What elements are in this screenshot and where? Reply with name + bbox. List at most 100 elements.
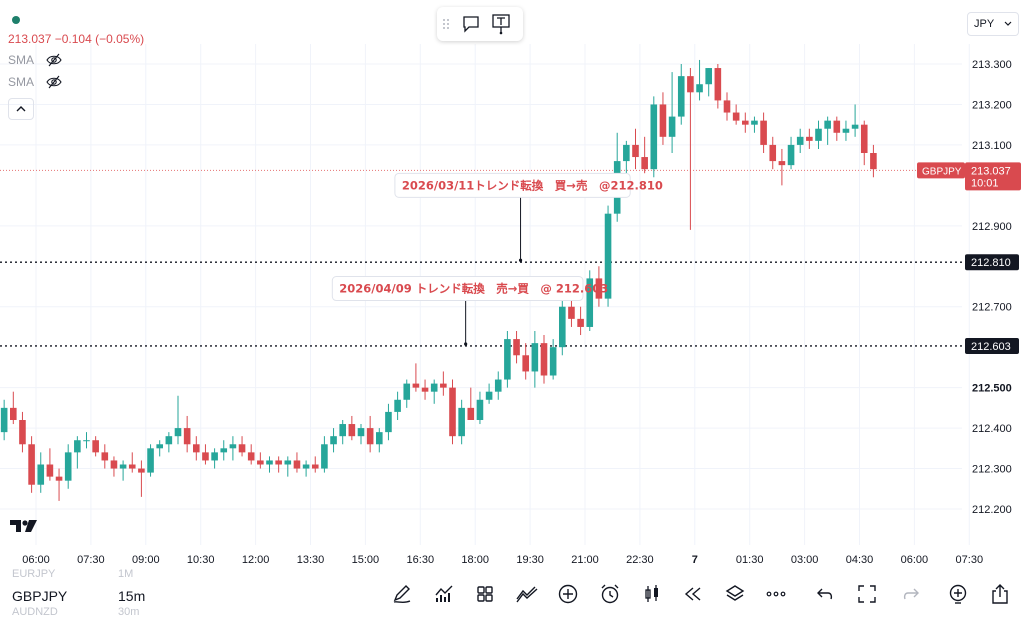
alert-button[interactable] — [596, 580, 624, 608]
x-tick-label: 10:30 — [187, 554, 215, 566]
candle-body — [220, 448, 228, 453]
x-tick-label: 09:00 — [132, 554, 160, 566]
collapse-legend-button[interactable] — [8, 98, 34, 120]
candle-body — [476, 399, 484, 420]
x-tick-label: 13:30 — [297, 554, 325, 566]
indicator-sma-1[interactable]: SMA — [8, 52, 144, 68]
candle-body — [650, 104, 658, 170]
templates-button[interactable] — [471, 580, 499, 608]
candle-body — [202, 452, 209, 461]
candle-body — [74, 440, 81, 453]
comment-icon[interactable] — [461, 14, 481, 34]
candle-body — [83, 440, 90, 442]
candle-body — [833, 120, 841, 133]
candle-body — [449, 387, 456, 437]
undo-icon — [817, 588, 833, 600]
interval-prev[interactable]: 1M — [118, 568, 134, 580]
candle-body — [119, 464, 127, 469]
eye-off-icon[interactable] — [46, 75, 62, 89]
tradingview-logo-icon[interactable] — [10, 518, 38, 534]
symbol-tag — [917, 162, 965, 179]
candle-body — [284, 460, 292, 465]
candle-body — [732, 112, 740, 121]
text-note-icon[interactable] — [491, 13, 511, 35]
undo-button[interactable] — [812, 580, 840, 608]
candle-body — [339, 424, 346, 437]
candle-body — [92, 440, 99, 453]
indicator-label: SMA — [8, 53, 35, 67]
indicators-button[interactable] — [430, 580, 458, 608]
candle-body — [330, 436, 337, 445]
candle-body — [37, 464, 45, 485]
interval-current[interactable]: 15m — [118, 588, 146, 604]
layers-button[interactable] — [721, 580, 749, 608]
add-alert-button[interactable] — [944, 580, 972, 608]
chart-legend: 213.037 −0.104 (−0.05%) SMA SMA — [8, 10, 144, 120]
share-button[interactable] — [986, 580, 1014, 608]
replay-button[interactable] — [679, 580, 707, 608]
candle-body — [677, 76, 685, 117]
x-tick-label: 7 — [692, 554, 698, 566]
drag-grip-icon[interactable] — [443, 19, 451, 29]
candle-body — [696, 84, 703, 93]
horizontal-line-label: 212.603 — [971, 341, 1011, 353]
symbol-next[interactable]: AUDNZD — [12, 606, 58, 618]
x-tick-label: 07:30 — [956, 554, 984, 566]
add-symbol-button[interactable] — [554, 580, 582, 608]
interval-next[interactable]: 30m — [118, 606, 140, 618]
fullscreen-button[interactable] — [853, 580, 881, 608]
candle-body — [421, 387, 429, 392]
candle-body — [28, 444, 35, 485]
symbol-prev[interactable]: EURJPY — [12, 568, 56, 580]
y-tick-label: 213.300 — [972, 59, 1012, 71]
candle-body — [412, 383, 420, 388]
candle-body — [623, 144, 630, 162]
candle-body — [394, 399, 401, 412]
candle-body — [705, 68, 712, 85]
candle-body — [147, 448, 154, 473]
candle-body — [860, 124, 868, 153]
chart-type-button[interactable] — [638, 580, 666, 608]
horizontal-line-tag — [965, 254, 1019, 271]
add-alert-icon — [949, 584, 967, 604]
candle-body — [302, 464, 310, 469]
candle-body — [851, 124, 859, 129]
candle-body — [769, 144, 777, 162]
horizontal-line-label: 212.810 — [971, 257, 1011, 269]
candle-body — [348, 424, 356, 437]
y-tick-label: 212.500 — [972, 383, 1012, 395]
currency-label: JPY — [974, 18, 995, 30]
candle-body — [723, 100, 731, 113]
candle-body — [568, 306, 575, 319]
currency-select[interactable]: JPY — [967, 12, 1019, 36]
annotations: 2026/03/11トレンド転換 買→売 @212.810 2026/04/09 … — [331, 172, 663, 346]
more-button[interactable] — [762, 580, 790, 608]
redo-icon — [903, 588, 919, 600]
candle-body — [183, 428, 191, 445]
redo-button[interactable] — [896, 580, 924, 608]
candle-body — [293, 460, 301, 469]
candle-body — [714, 68, 722, 101]
draw-button[interactable] — [388, 580, 416, 608]
candle-body — [522, 355, 529, 372]
symbol-current[interactable]: GBPJPY — [12, 588, 68, 604]
x-tick-label: 16:30 — [407, 554, 435, 566]
price-axis[interactable]: 213.300 213.200 213.100 212.900 212.700 212.5… — [917, 59, 1021, 516]
templates-icon — [477, 586, 493, 602]
candle-body — [247, 452, 255, 461]
eye-off-icon[interactable] — [46, 53, 62, 67]
time-axis[interactable]: 06:00 07:30 09:00 10:30 12:00 13:30 15:00 16:30… — [22, 554, 983, 566]
candle-body — [494, 379, 502, 392]
indicator-sma-2[interactable]: SMA — [8, 74, 144, 90]
bottom-toolbar: EURJPY GBPJPY AUDNZD 1M 15m 30m — [0, 568, 1024, 637]
candle-body — [778, 161, 786, 166]
compare-button[interactable] — [513, 580, 541, 608]
candle-body — [19, 420, 26, 445]
candle-body — [687, 76, 694, 93]
annotation-anchor — [464, 342, 468, 346]
candle-body — [376, 432, 383, 445]
candle-body — [531, 343, 539, 372]
current-price-tag — [965, 162, 1021, 191]
